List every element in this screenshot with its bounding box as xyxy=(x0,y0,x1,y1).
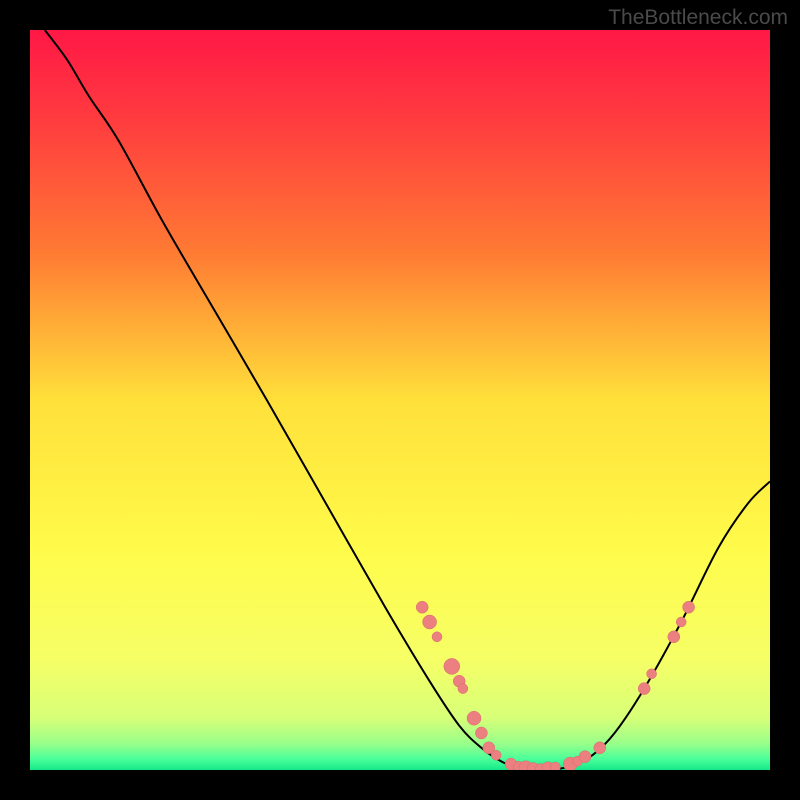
data-marker xyxy=(416,601,428,613)
data-marker xyxy=(491,750,501,760)
plot-area xyxy=(30,30,770,770)
data-marker xyxy=(467,711,481,725)
watermark-text: TheBottleneck.com xyxy=(608,6,788,30)
gradient-background xyxy=(30,30,770,770)
data-marker xyxy=(458,684,468,694)
data-marker xyxy=(638,683,650,695)
data-marker xyxy=(475,727,487,739)
data-marker xyxy=(683,601,695,613)
data-marker xyxy=(668,631,680,643)
data-marker xyxy=(676,617,686,627)
data-marker xyxy=(432,632,442,642)
data-marker xyxy=(594,742,606,754)
data-marker xyxy=(423,615,437,629)
chart-container: TheBottleneck.com xyxy=(0,0,800,800)
plot-svg xyxy=(30,30,770,770)
data-marker xyxy=(579,751,591,763)
data-marker xyxy=(550,762,560,770)
data-marker xyxy=(647,669,657,679)
data-marker xyxy=(444,658,460,674)
